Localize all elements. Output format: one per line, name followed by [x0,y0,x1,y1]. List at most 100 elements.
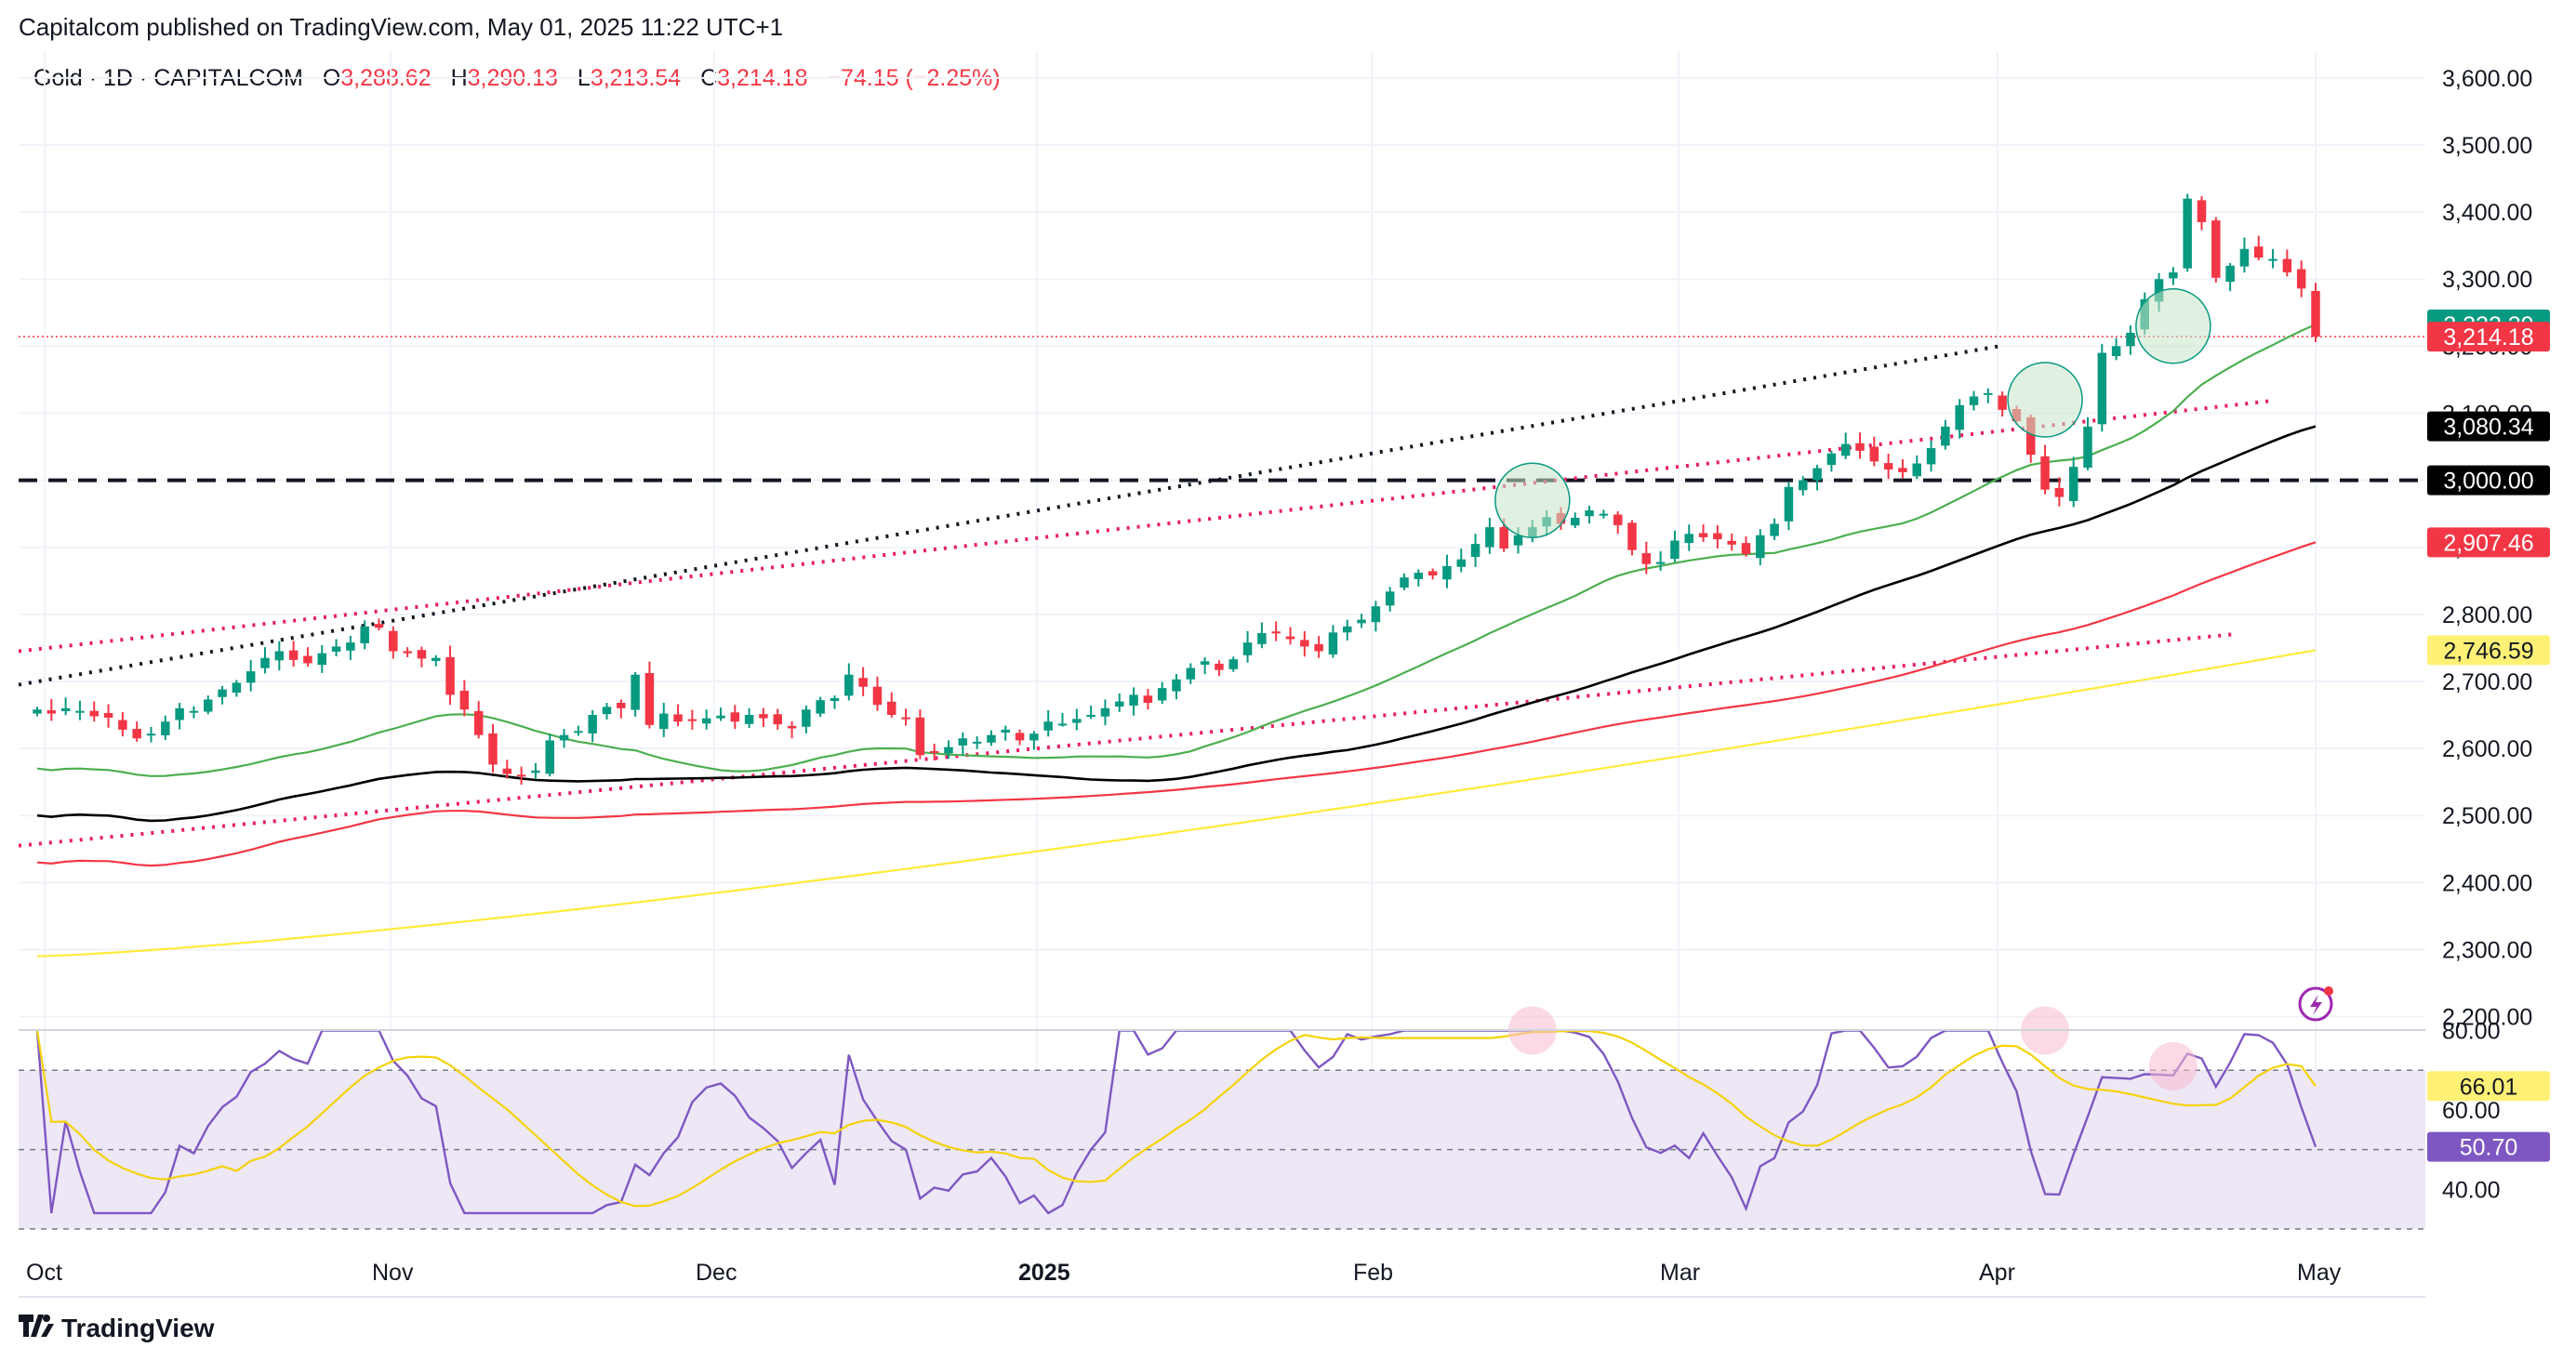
candle-body [1470,544,1481,558]
candle-body [33,709,42,714]
candle-body [1684,534,1693,544]
candle-body [1115,701,1124,707]
publisher-line: Capitalcom published on TradingView.com,… [19,13,784,41]
candle-body [2296,269,2306,289]
price-tick-label: 2,200.00 [2442,1005,2532,1031]
ma100-price-tag-bg [2427,527,2550,558]
candle-body [1414,573,1424,579]
candle-body [1043,721,1053,731]
price-tick-label: 2,400.00 [2442,870,2532,896]
candle-body [1713,533,1722,540]
tradingview-brand[interactable]: TradingView [19,1313,214,1344]
candle-body [2211,220,2221,278]
rsi-ma-tag: 66.01 [2460,1074,2518,1100]
candle-body [1698,533,1708,537]
candle-body [1799,480,1808,491]
rsi-highlight-circle [2148,1041,2198,1090]
candle-body [1086,715,1095,718]
candle-body [1641,553,1652,564]
rsi-pane: 80.00 60.00 40.00 [19,1006,2501,1230]
rsi-tick-label: 80.00 [2442,1019,2501,1045]
candle-body [2126,332,2135,347]
candle-body [644,673,655,725]
candle-body [1670,540,1680,560]
candle-body [417,650,427,659]
candle-body [1485,527,1494,548]
candle-body [204,699,213,712]
candle-body [531,770,540,773]
candle-body [617,703,626,708]
candle-body [1271,631,1281,634]
candle-body [1613,514,1623,525]
candle-body [958,738,968,746]
candle-body [602,707,612,715]
candle-body [1442,565,1452,580]
candle-body [716,715,725,719]
rsi-value-tag-bg [2427,1131,2550,1162]
current-price-tag-bg [2427,322,2550,352]
candle-body [659,713,669,730]
candle-body [1314,643,1323,652]
candle-body [346,642,355,651]
candle-body [887,701,896,716]
time-tick-label: Nov [372,1260,414,1286]
candle-body [759,714,768,719]
highlight-circle-green [2007,362,2083,438]
candle-body [673,714,683,722]
candle-body [389,630,398,652]
candle-body [175,707,184,720]
candle-body [2097,352,2107,425]
candle-body [701,718,711,724]
highlight-circles [1494,287,2211,538]
candle-body [1627,522,1637,550]
price-tick-label: 2,700.00 [2442,669,2532,695]
candle-body [802,709,811,727]
candle-body [574,731,583,733]
highlight-circle-green [2135,287,2211,364]
candle-body [46,710,57,714]
candle-body [1400,577,1409,588]
candle-body [1727,540,1736,545]
candle-body [1357,619,1366,624]
time-tick-label: 2025 [1018,1260,1070,1286]
price-tick-label: 2,600.00 [2442,736,2532,762]
candle-body [1571,517,1580,526]
candle-body [516,774,526,777]
level-price-tag-bg [2427,465,2550,496]
rsi-ma-line [35,1029,2317,1208]
candle-body [1257,633,1267,644]
candle-body [1215,663,1224,670]
candle-body [858,678,868,687]
time-tick-label: Dec [696,1260,737,1286]
ma100-line [36,541,2317,867]
candle-body [146,733,156,736]
candle-body [588,715,597,733]
candle-body [432,657,441,662]
candle-body [403,651,412,654]
candle-body [1242,642,1253,655]
candle-body [1499,527,1508,549]
candle-body [1456,559,1466,567]
candle-body [2169,272,2178,279]
candle-body [1912,463,1921,477]
candle-body [2054,487,2065,497]
candle-body [1072,719,1082,723]
candle-body [1770,523,1779,536]
candle-body [1599,513,1609,516]
candle-body [60,707,71,711]
candle-body [89,710,99,717]
candle-body [232,682,242,694]
candle-body [1926,447,1936,465]
alert-icon-dot [2324,986,2333,996]
candle-body [2111,346,2121,357]
candle-body [303,655,312,664]
price-tick-label: 3,600.00 [2442,66,2532,92]
rsi-tick-label: 40.00 [2442,1177,2501,1203]
candle-body [1812,468,1822,481]
channel-bottom-line [18,632,2233,848]
level-price-tag: 3,000.00 [2443,469,2533,495]
candle-body [2197,200,2207,222]
price-tick-label: 3,400.00 [2442,200,2532,226]
price-tick-label: 3,300.00 [2442,267,2532,293]
